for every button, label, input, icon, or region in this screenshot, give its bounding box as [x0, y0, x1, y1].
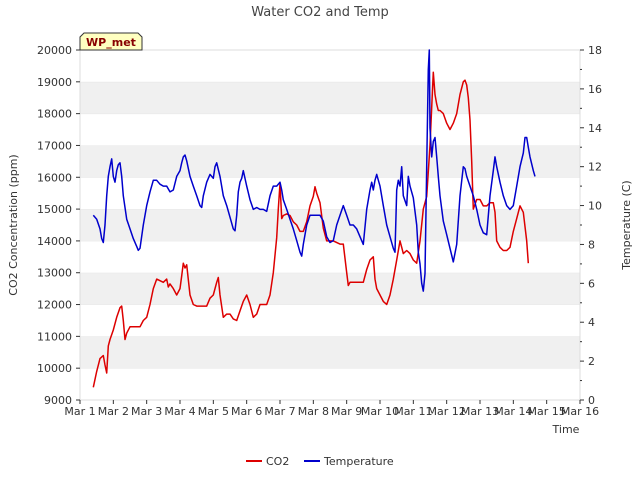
grid-band	[80, 50, 580, 82]
legend: CO2 Temperature	[246, 455, 394, 468]
x-tick-label: Mar 12	[428, 405, 466, 418]
x-axis-label: Time	[552, 423, 580, 436]
grid-band	[80, 368, 580, 400]
legend-label-temperature: Temperature	[323, 455, 394, 468]
y-right-tick-label: 2	[588, 355, 595, 368]
y-right-tick-label: 0	[588, 394, 595, 407]
series-line-temperature	[92, 49, 536, 292]
left-y-axis-label: CO2 Concentration (ppm)	[7, 154, 20, 295]
badge-label: WP_met	[86, 36, 136, 49]
y-left-tick-label: 15000	[37, 203, 72, 216]
x-tick-label: Mar 11	[394, 405, 432, 418]
legend-label-co2: CO2	[266, 455, 289, 468]
x-tick-label: Mar 14	[494, 405, 532, 418]
grid-band	[80, 177, 580, 210]
grid-band	[80, 304, 580, 337]
left-y-axis-ticks: 9000 10000 11000 12000 13000 14000 15000 16000 1…	[37, 44, 80, 407]
x-tick-label: Mar 1	[64, 405, 95, 418]
y-left-tick-label: 14000	[37, 235, 72, 248]
chart-title: Water CO2 and Temp	[251, 5, 389, 20]
wp-met-badge: WP_met	[79, 32, 143, 51]
x-tick-label: Mar 13	[461, 405, 499, 418]
y-right-tick-label: 8	[588, 238, 595, 251]
y-right-tick-label: 16	[588, 83, 602, 96]
y-left-tick-label: 20000	[37, 44, 72, 57]
x-tick-label: Mar 10	[361, 405, 399, 418]
grid-band	[80, 240, 580, 273]
y-right-tick-label: 12	[588, 161, 602, 174]
y-left-tick-label: 17000	[37, 139, 72, 152]
x-tick-label: Mar 15	[528, 405, 566, 418]
x-tick-label: Mar 9	[331, 405, 362, 418]
y-left-tick-label: 10000	[37, 362, 72, 375]
x-tick-label: Mar 5	[198, 405, 229, 418]
x-tick-label: Mar 6	[231, 405, 262, 418]
right-y-axis-label: Temperature (C)	[620, 180, 633, 270]
x-tick-label: Mar 7	[264, 405, 295, 418]
x-tick-label: Mar 16	[561, 405, 599, 418]
y-left-tick-label: 18000	[37, 108, 72, 121]
grid-band	[80, 81, 580, 114]
background-bands	[80, 49, 580, 400]
grid-band	[80, 272, 580, 305]
y-right-tick-label: 6	[588, 277, 595, 290]
right-y-axis-ticks: 0 2 4 6 8 10 12 14 16 18	[580, 44, 602, 407]
y-left-tick-label: 9000	[44, 394, 72, 407]
y-right-tick-label: 14	[588, 122, 602, 135]
grid-band	[80, 209, 580, 241]
x-tick-label: Mar 2	[98, 405, 129, 418]
grid-band	[80, 336, 580, 369]
y-right-tick-label: 4	[588, 316, 595, 329]
x-tick-label: Mar 3	[131, 405, 162, 418]
y-right-tick-label: 18	[588, 44, 602, 57]
grid-band	[80, 113, 580, 146]
y-left-tick-label: 13000	[37, 267, 72, 280]
series-line-co2	[92, 71, 530, 388]
y-right-tick-label: 10	[588, 200, 602, 213]
y-left-tick-label: 11000	[37, 330, 72, 343]
grid-band	[80, 145, 580, 178]
x-tick-label: Mar 8	[298, 405, 329, 418]
x-tick-label: Mar 4	[164, 405, 195, 418]
y-left-tick-label: 12000	[37, 299, 72, 312]
series-layer	[92, 49, 536, 388]
x-axis-ticks: Mar 1 Mar 2 Mar 3 Mar 4 Mar 5 Mar 6 Mar 7 Mar 8…	[64, 400, 599, 418]
y-left-tick-label: 19000	[37, 76, 72, 89]
y-left-tick-label: 16000	[37, 171, 72, 184]
